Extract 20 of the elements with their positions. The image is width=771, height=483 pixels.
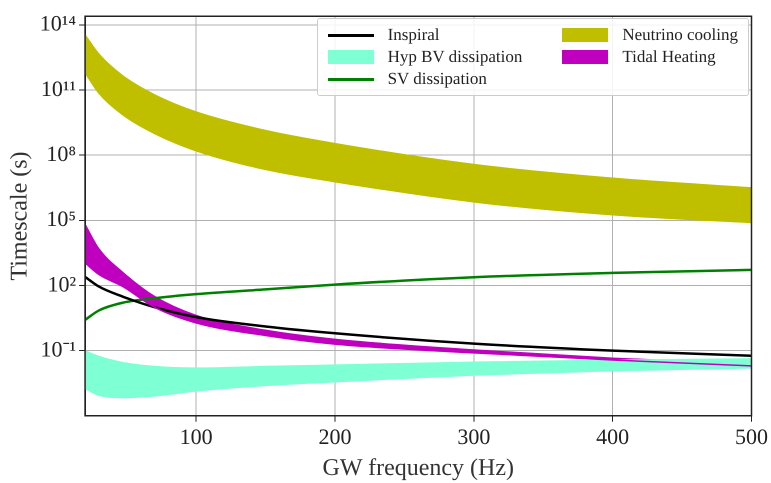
y-tick-label: 10⁸ bbox=[46, 140, 76, 166]
y-tick-label: 10² bbox=[47, 271, 76, 296]
x-tick-label: 100 bbox=[180, 424, 213, 449]
legend-label: Tidal Heating bbox=[622, 47, 716, 67]
x-axis-title: GW frequency (Hz) bbox=[322, 454, 514, 481]
y-tick-label: 10¹⁴ bbox=[40, 10, 76, 36]
y-tick-label: 10⁻¹ bbox=[40, 336, 76, 362]
x-tick-label: 200 bbox=[318, 424, 352, 449]
y-tick-label: 10⁵ bbox=[46, 206, 76, 232]
y-tick-label: 10¹¹ bbox=[40, 76, 76, 101]
y-axis-title: Timescale (s) bbox=[6, 151, 33, 281]
line-series bbox=[85, 276, 752, 358]
legend-label: SV dissipation bbox=[388, 69, 487, 89]
x-tick-label: 500 bbox=[735, 424, 768, 449]
legend-label: Neutrino cooling bbox=[622, 25, 738, 45]
x-tick-label: 400 bbox=[596, 424, 630, 449]
x-tick-label: 300 bbox=[457, 424, 490, 449]
legend-label: Hyp BV dissipation bbox=[388, 47, 522, 67]
line-series bbox=[85, 268, 752, 322]
legend-label: Inspiral bbox=[388, 25, 440, 45]
